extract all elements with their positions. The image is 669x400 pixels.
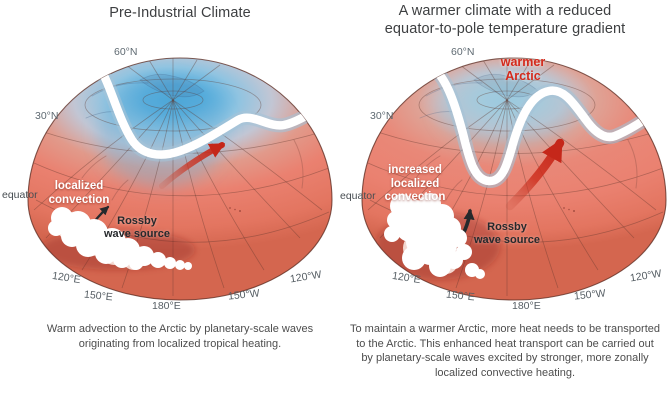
warmer-arctic-annotation: warmer Arctic xyxy=(500,55,546,83)
caption-warmer-climate: To maintain a warmer Arctic, more heat n… xyxy=(350,323,660,379)
caption-pre-industrial: Warm advection to the Arctic by planetar… xyxy=(46,323,314,350)
poleward-heat-transport-arrow xyxy=(505,138,565,211)
title-line: A warmer climate with a reduced xyxy=(398,3,612,19)
jet-stream xyxy=(432,67,666,188)
panel-title-warmer-climate: A warmer climate with a reduced equator-… xyxy=(352,3,658,38)
equator-label: equator xyxy=(2,189,38,201)
convection-clouds xyxy=(384,193,485,279)
title-line: equator-to-pole temperature gradient xyxy=(384,20,626,37)
rossby-wave-source-annotation: Rossby wave source xyxy=(473,221,541,246)
lat-label-60n: 60°N xyxy=(114,46,138,58)
lat-label-30n: 30°N xyxy=(35,110,59,122)
lat-label-60n: 60°N xyxy=(451,46,475,58)
convection-annotation: increased localized convection xyxy=(384,164,446,204)
rossby-wave-source-annotation: Rossby wave source xyxy=(103,215,171,240)
title-line: Pre-Industrial Climate xyxy=(109,5,251,21)
convection-clouds xyxy=(48,207,192,270)
globe-pre-industrial xyxy=(27,57,333,301)
convection-annotation: localized convection xyxy=(48,180,110,206)
poleward-heat-transport-arrow xyxy=(159,142,226,189)
jet-stream xyxy=(94,63,332,162)
panel-title-pre-industrial: Pre-Industrial Climate xyxy=(28,5,332,23)
lon-label-180e: 180°E xyxy=(152,300,181,312)
lat-label-30n: 30°N xyxy=(370,110,394,122)
island-specks xyxy=(229,207,241,212)
lon-label-180e: 180°E xyxy=(512,300,541,312)
coastlines xyxy=(81,73,304,201)
island-specks xyxy=(563,207,575,212)
globe-warmer-climate xyxy=(361,57,667,301)
equator-label: equator xyxy=(340,190,376,202)
